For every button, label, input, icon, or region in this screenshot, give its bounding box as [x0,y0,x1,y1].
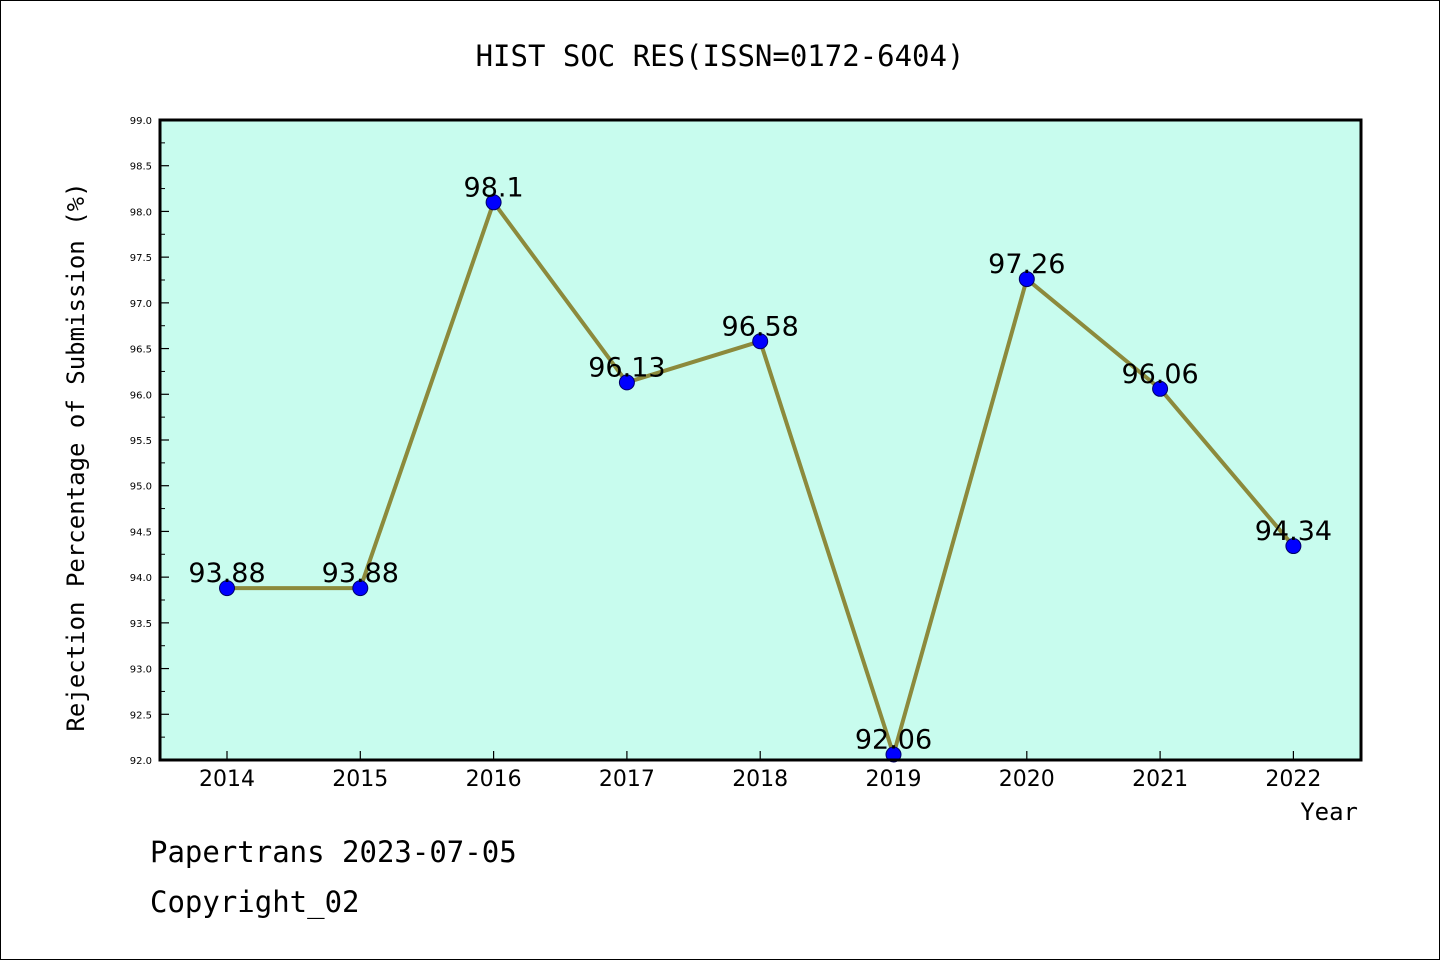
y-tick-label-2: 93.0 [130,665,152,676]
data-point-2017 [618,374,635,391]
y-tick-label-0: 92.0 [130,756,152,767]
data-label-2018: 96.58 [722,311,799,342]
data-label-2015: 93.88 [322,558,399,589]
y-tick-label-13: 98.5 [130,162,152,173]
y-tick-label-3: 93.5 [130,619,152,630]
y-tick-label-11: 97.5 [130,253,152,264]
chart-title: HIST SOC RES(ISSN=0172-6404) [476,39,965,73]
footer-copyright-line: Copyright_02 [150,885,360,919]
footer-date-line: Papertrans 2023-07-05 [150,835,517,869]
data-label-2020: 97.26 [988,249,1065,280]
x-tick-label-1: 2015 [332,767,388,792]
y-tick-label-8: 96.0 [130,390,152,401]
data-point-2021 [1152,380,1169,397]
data-labels: 93.88 93.88 98.1 96.13 96.58 92.06 97.26 96.06 9… [188,172,1332,755]
data-points [219,194,1302,763]
y-tick-label-7: 95.5 [130,436,152,447]
y-tick-label-14: 99.0 [130,116,152,127]
y-tick-label-6: 95.0 [130,482,152,493]
x-tick-label-3: 2017 [599,767,655,792]
x-tick-label-2: 2016 [466,767,522,792]
y-tick-label-10: 97.0 [130,299,152,310]
x-tick-label-7: 2021 [1132,767,1188,792]
data-point-2015 [352,580,369,597]
y-tick-label-12: 98.0 [130,207,152,218]
y-tick-label-9: 96.5 [130,345,152,356]
data-label-2016: 98.1 [464,172,524,203]
y-tick-label-1: 92.5 [130,710,152,721]
x-tick-label-4: 2018 [732,767,788,792]
x-tick-label-8: 2022 [1265,767,1321,792]
x-axis-label: Year [1300,798,1358,826]
y-tick-label-4: 94.0 [130,573,152,584]
x-tick-label-0: 2014 [199,767,255,792]
data-point-2018 [752,333,769,350]
data-label-2019: 92.06 [855,725,932,756]
data-point-2016 [485,194,502,211]
y-tick-label-5: 94.5 [130,527,152,538]
data-point-2019 [885,746,902,763]
plot-border [158,118,1363,762]
x-tick-label-6: 2020 [999,767,1055,792]
data-point-2022 [1285,538,1302,555]
x-tick-label-5: 2019 [866,767,922,792]
data-point-2020 [1018,271,1035,288]
y-axis-label: Rejection Percentage of Submission (%) [62,182,90,731]
data-label-2017: 96.13 [588,352,665,383]
data-label-2021: 96.06 [1121,359,1198,390]
data-label-2022: 94.34 [1255,516,1332,547]
x-axis: 2014 2015 2016 2017 2018 2019 2020 2021 2022 [199,751,1321,792]
y-axis: 92.0 92.5 93.0 93.5 94.0 94.5 95.0 95.5 96.0 96.5… [130,116,169,767]
data-point-2014 [219,580,235,597]
data-label-2014: 93.88 [188,558,265,589]
plot-area [160,120,1361,760]
